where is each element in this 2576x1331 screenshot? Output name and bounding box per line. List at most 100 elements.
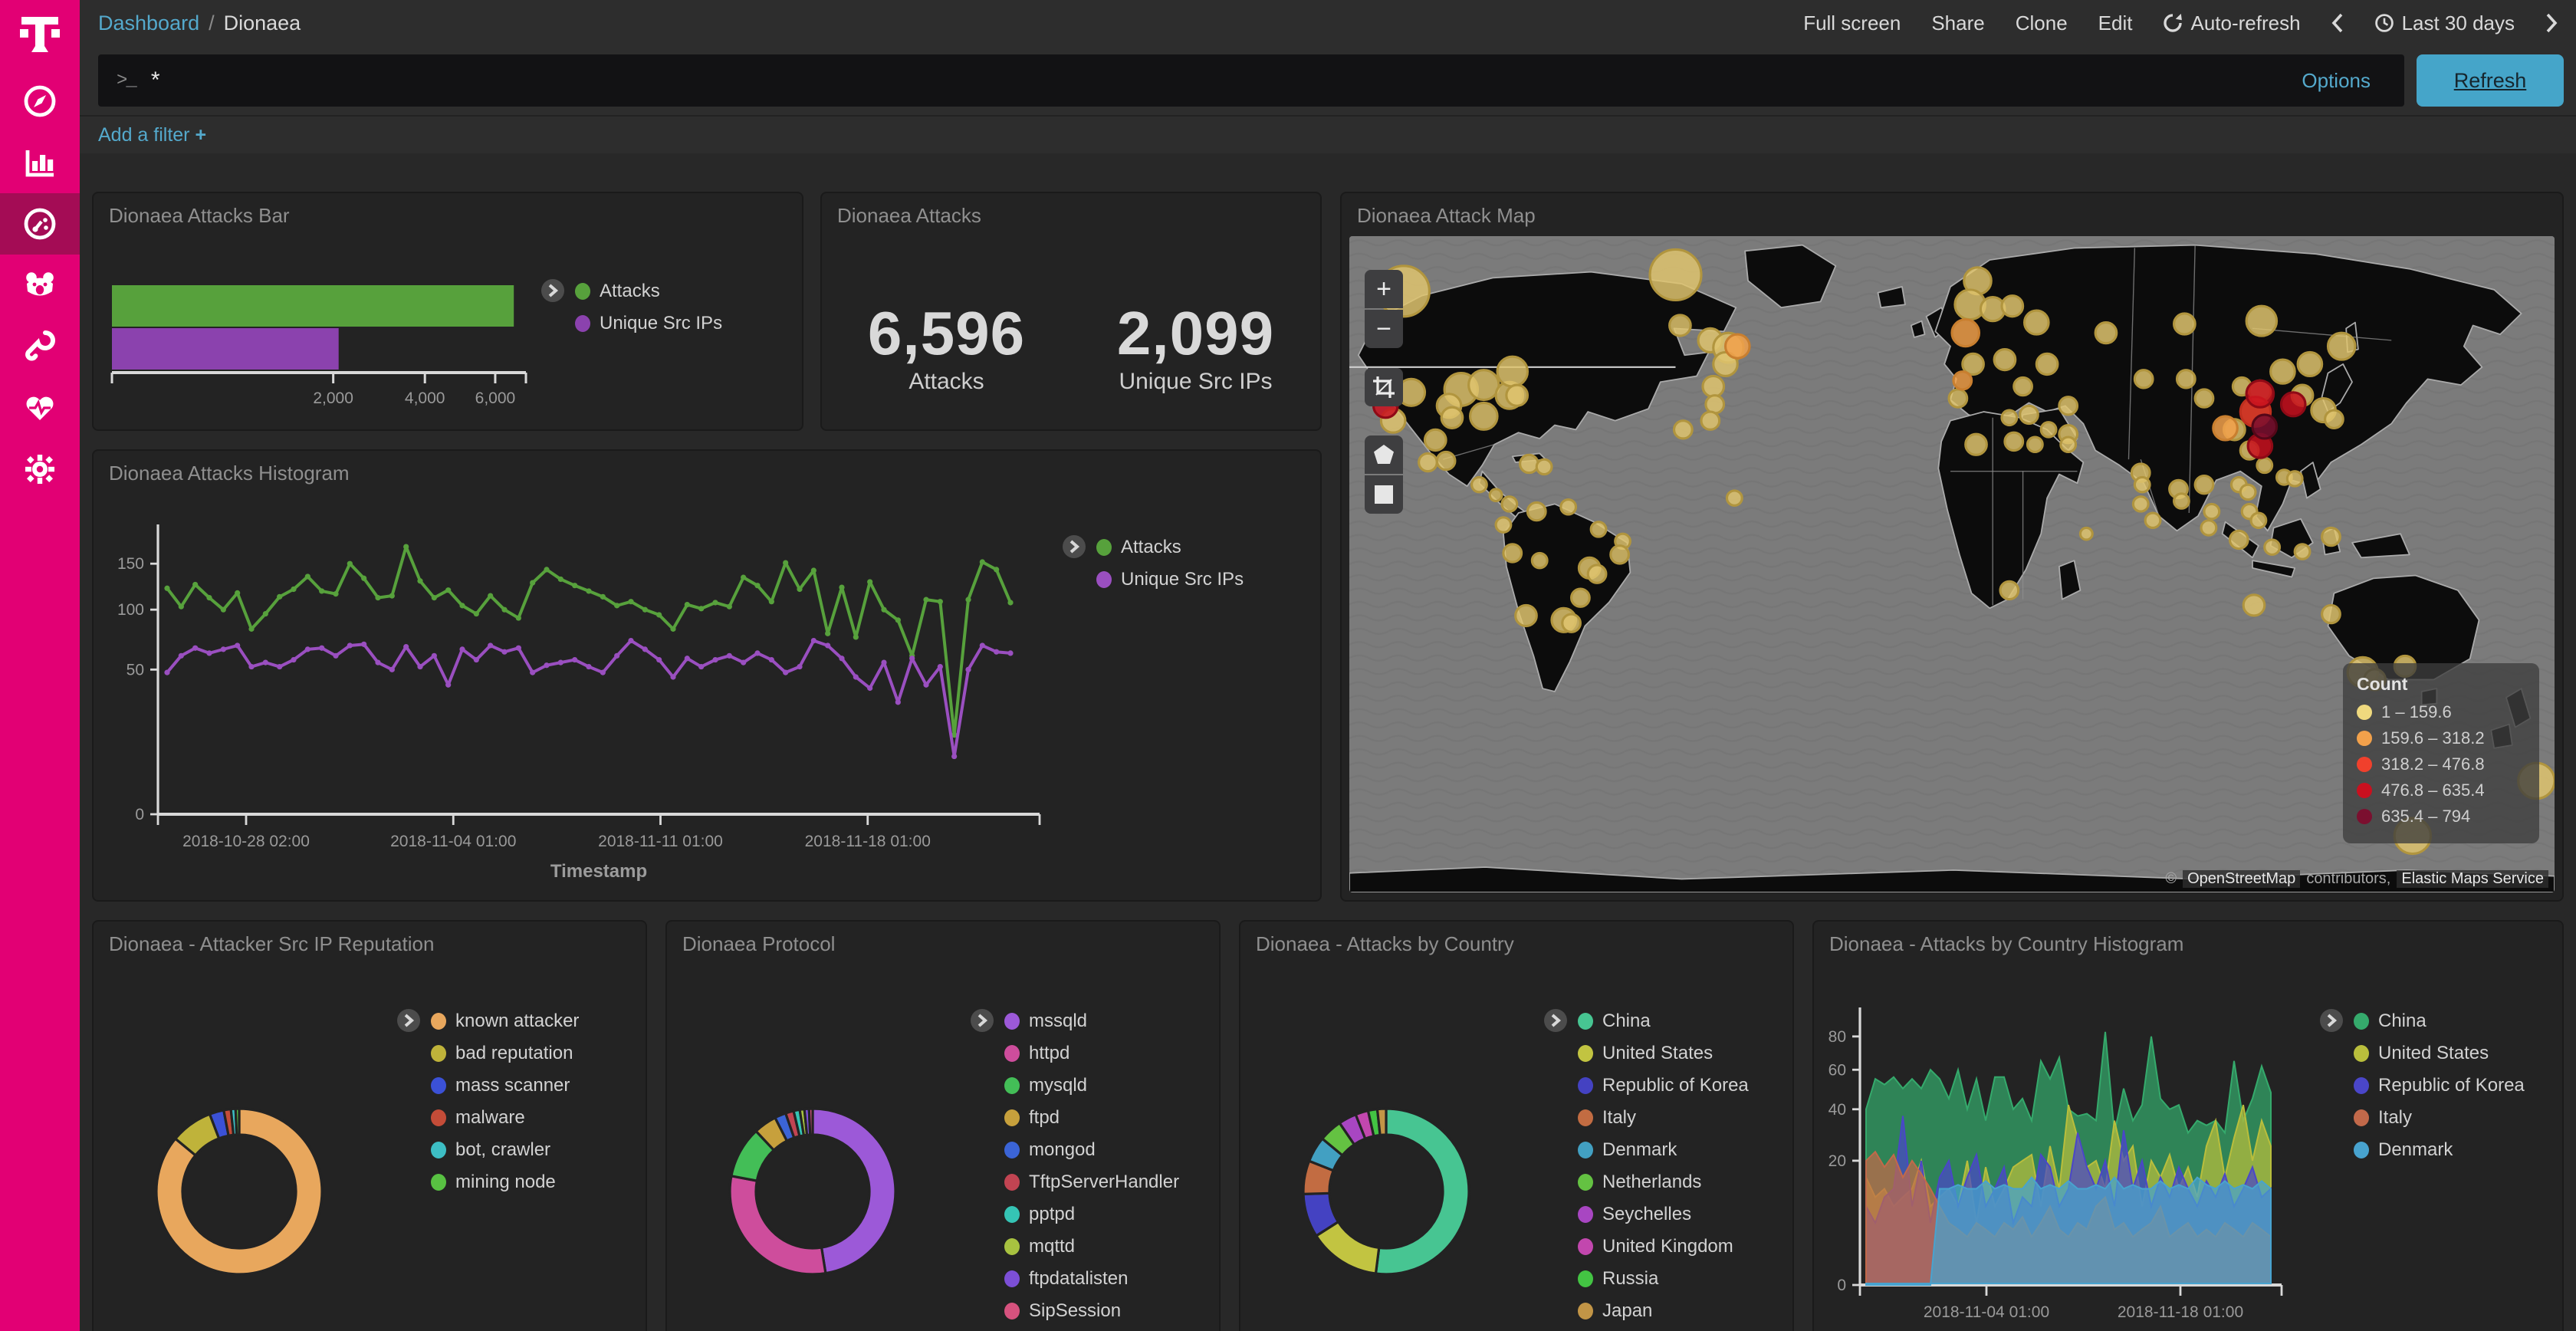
legend-item[interactable]: Italy bbox=[1578, 1107, 1749, 1129]
attack-location-marker[interactable] bbox=[2321, 526, 2341, 547]
attack-location-marker[interactable] bbox=[2326, 331, 2357, 361]
attack-location-marker[interactable] bbox=[1423, 428, 1447, 452]
donut-slice-known-attacker[interactable] bbox=[155, 1107, 324, 1276]
attack-location-marker[interactable] bbox=[2239, 483, 2257, 501]
breadcrumb-dashboard-link[interactable]: Dashboard bbox=[98, 11, 200, 35]
legend-toggle-icon[interactable] bbox=[1544, 1009, 1567, 1032]
attack-location-marker[interactable] bbox=[1952, 370, 1973, 391]
sidebar-item-timelion[interactable] bbox=[0, 255, 80, 316]
sidebar-item-monitoring[interactable] bbox=[0, 377, 80, 439]
attack-location-marker[interactable] bbox=[2296, 350, 2324, 378]
legend-item[interactable]: httpd bbox=[1004, 1043, 1179, 1064]
attack-location-marker[interactable] bbox=[2059, 435, 2078, 454]
zoom-out-button[interactable]: − bbox=[1365, 310, 1403, 348]
attack-location-marker[interactable] bbox=[2263, 538, 2282, 556]
attack-location-marker[interactable] bbox=[2022, 309, 2050, 336]
attack-location-marker[interactable] bbox=[2000, 294, 2025, 318]
add-filter-link[interactable]: Add a filter + bbox=[98, 123, 207, 146]
donut-slice-httpd[interactable] bbox=[728, 1174, 827, 1276]
time-back-button[interactable] bbox=[2331, 13, 2344, 33]
attack-location-marker[interactable] bbox=[2131, 495, 2150, 513]
legend-item[interactable]: Japan bbox=[1578, 1300, 1749, 1322]
attack-location-marker[interactable] bbox=[1526, 501, 1547, 522]
search-query-input[interactable]: >_ * Options bbox=[98, 54, 2404, 107]
attack-location-marker[interactable] bbox=[2026, 435, 2044, 454]
donut-slice-sipsession[interactable] bbox=[807, 1107, 814, 1136]
legend-item[interactable]: mongod bbox=[1004, 1139, 1179, 1161]
attack-location-marker[interactable] bbox=[2203, 502, 2221, 521]
sidebar-item-management[interactable] bbox=[0, 439, 80, 500]
draw-rectangle-button[interactable] bbox=[1365, 475, 1403, 514]
attack-location-marker[interactable] bbox=[1570, 587, 1591, 608]
attack-location-marker[interactable] bbox=[2035, 352, 2059, 376]
attack-location-marker[interactable] bbox=[2321, 603, 2341, 625]
attack-location-marker[interactable] bbox=[2133, 369, 2154, 389]
attack-location-marker[interactable] bbox=[2173, 492, 2190, 510]
attack-location-marker[interactable] bbox=[2000, 409, 2019, 427]
elastic-maps-link[interactable]: Elastic Maps Service bbox=[2397, 870, 2548, 888]
attack-location-marker[interactable] bbox=[2193, 388, 2215, 409]
legend-item[interactable]: United Kingdom bbox=[1578, 1236, 1749, 1257]
legend-item[interactable]: Seychelles bbox=[1578, 1204, 1749, 1225]
legend-toggle-icon[interactable] bbox=[1063, 535, 1086, 558]
attack-location-marker[interactable] bbox=[1561, 613, 1582, 633]
attack-location-marker[interactable] bbox=[1648, 248, 1703, 302]
legend-item[interactable]: Unique Src IPs bbox=[575, 313, 722, 334]
attack-location-marker[interactable] bbox=[2078, 526, 2094, 541]
attack-location-marker[interactable] bbox=[1701, 374, 1726, 399]
attack-location-marker[interactable] bbox=[1500, 495, 1519, 513]
attack-location-marker[interactable] bbox=[1530, 551, 1549, 570]
legend-item[interactable]: Republic of Korea bbox=[1578, 1075, 1749, 1096]
world-map[interactable]: + − Count 1 – 159.6 159.6 – 318.2 318.2 – … bbox=[1349, 236, 2555, 892]
attack-location-marker[interactable] bbox=[1505, 383, 1530, 407]
attack-location-marker[interactable] bbox=[2242, 593, 2266, 617]
telekom-logo[interactable] bbox=[0, 0, 80, 71]
attack-location-marker[interactable] bbox=[1440, 406, 1464, 429]
legend-item[interactable]: Netherlands bbox=[1578, 1172, 1749, 1193]
attack-location-marker[interactable] bbox=[2094, 321, 2118, 345]
attack-location-marker[interactable] bbox=[1947, 388, 1969, 409]
zoom-in-button[interactable]: + bbox=[1365, 270, 1403, 308]
legend-item[interactable]: mysqld bbox=[1004, 1075, 1179, 1096]
attack-location-marker[interactable] bbox=[1993, 347, 2017, 372]
attacks-line-chart[interactable]: 0 50 100 150 2018-10-28 02:00 2018-11-04 01:0… bbox=[94, 451, 1320, 900]
attack-location-marker[interactable] bbox=[2039, 421, 2058, 439]
legend-item[interactable]: ftpd bbox=[1004, 1107, 1179, 1129]
attack-location-marker[interactable] bbox=[2251, 413, 2279, 440]
sidebar-item-dev-tools[interactable] bbox=[0, 316, 80, 377]
legend-item[interactable]: bot, crawler bbox=[431, 1139, 579, 1161]
legend-toggle-icon[interactable] bbox=[2320, 1009, 2343, 1032]
attack-location-marker[interactable] bbox=[1999, 580, 2020, 601]
attack-location-marker[interactable] bbox=[1494, 516, 1513, 534]
legend-item[interactable]: Italy bbox=[2354, 1107, 2525, 1129]
legend-item[interactable]: bad reputation bbox=[431, 1043, 579, 1064]
legend-item[interactable]: malware bbox=[431, 1107, 579, 1129]
legend-toggle-icon[interactable] bbox=[971, 1009, 994, 1032]
query-options-link[interactable]: Options bbox=[2302, 68, 2371, 92]
legend-item[interactable]: United States bbox=[2354, 1043, 2525, 1064]
attack-location-marker[interactable] bbox=[2323, 409, 2344, 429]
attack-location-marker[interactable] bbox=[2013, 376, 2033, 397]
attack-location-marker[interactable] bbox=[1586, 564, 1608, 584]
legend-item[interactable]: United States bbox=[1578, 1043, 1749, 1064]
time-forward-button[interactable] bbox=[2545, 13, 2558, 33]
legend-item[interactable]: known attacker bbox=[431, 1011, 579, 1032]
donut-slice-china[interactable] bbox=[1374, 1107, 1470, 1276]
attack-location-marker[interactable] bbox=[2245, 304, 2279, 337]
attack-location-marker[interactable] bbox=[2144, 511, 2162, 529]
attack-location-marker[interactable] bbox=[1700, 410, 1721, 431]
legend-toggle-icon[interactable] bbox=[397, 1009, 420, 1032]
auto-refresh-button[interactable]: Auto-refresh bbox=[2163, 12, 2301, 35]
attack-location-marker[interactable] bbox=[1470, 475, 1488, 494]
legend-item[interactable]: TftpServerHandler bbox=[1004, 1172, 1179, 1193]
sidebar-item-visualize[interactable] bbox=[0, 132, 80, 193]
attack-location-marker[interactable] bbox=[2175, 369, 2196, 389]
donut-slice-japan[interactable] bbox=[1375, 1107, 1388, 1137]
attack-location-marker[interactable] bbox=[2212, 415, 2239, 442]
legend-item[interactable]: Denmark bbox=[2354, 1139, 2525, 1161]
menu-clone[interactable]: Clone bbox=[2015, 11, 2068, 35]
protocol-donut-chart[interactable] bbox=[710, 1066, 925, 1331]
attack-location-marker[interactable] bbox=[1589, 521, 1608, 538]
attacks-bar-chart[interactable]: 2,000 4,000 6,000 bbox=[109, 255, 638, 426]
legend-item[interactable]: mass scanner bbox=[431, 1075, 579, 1096]
